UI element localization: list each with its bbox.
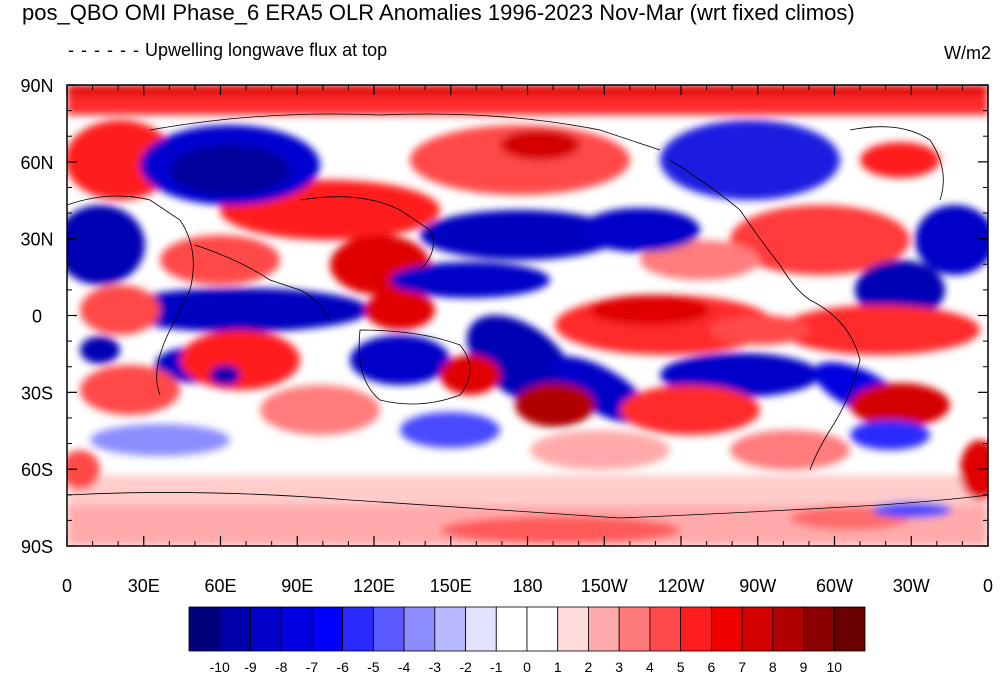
anomaly-field: [67, 85, 988, 546]
dashed-line-icon: - - - - - -: [68, 40, 140, 60]
coastlines: [67, 113, 988, 519]
y-tick-label: 90N: [20, 76, 53, 96]
x-tick-label: 30E: [128, 576, 160, 596]
colorbar-label: -3: [429, 659, 442, 675]
y-tick-label: 90S: [21, 537, 53, 557]
x-tick-label: 90E: [281, 576, 313, 596]
x-tick-label: 150W: [581, 576, 628, 596]
colorbar-swatch: [588, 606, 620, 652]
x-tick-label: 60E: [204, 576, 236, 596]
colorbar-swatch: [526, 606, 559, 652]
x-tick-label: 90W: [739, 576, 776, 596]
colorbar-swatch: [710, 606, 743, 652]
colorbar-label: -7: [306, 659, 319, 675]
x-tick-label: 0: [62, 576, 72, 596]
colorbar-label: 10: [826, 659, 842, 675]
colorbar-label: 1: [554, 659, 562, 675]
colorbar-label: 7: [738, 659, 746, 675]
x-tick-label: 30W: [893, 576, 930, 596]
colorbar-swatch: [403, 606, 436, 652]
colorbar-label: -6: [336, 659, 349, 675]
y-tick-label: 30N: [20, 230, 53, 250]
x-axis: 0 30E 60E 90E 120E 150E 180 150W 120W 90W 60W 30W 0: [62, 85, 993, 596]
colorbar-label: -8: [275, 659, 288, 675]
x-tick-label: 120E: [353, 576, 395, 596]
colorbar-label: 3: [615, 659, 623, 675]
colorbar-label: 2: [585, 659, 593, 675]
colorbar-label: 8: [769, 659, 777, 675]
colorbar-label: -10: [210, 659, 230, 675]
y-tick-label: 60S: [21, 460, 53, 480]
colorbar-label: -5: [367, 659, 380, 675]
colorbar-label: 4: [646, 659, 654, 675]
colorbar: -10 -9 -8 -7 -6 -5 -4 -3 -2 -1 0 1 2 3 4 5 6 7 8 9 10: [188, 606, 866, 675]
x-tick-label: 150E: [430, 576, 472, 596]
colorbar-swatch: [372, 606, 405, 652]
colorbar-label: -9: [244, 659, 257, 675]
x-tick-label: 60W: [816, 576, 853, 596]
colorbar-label: -2: [459, 659, 472, 675]
colorbar-label: 6: [707, 659, 715, 675]
colorbar-swatch: [618, 606, 651, 652]
colorbar-swatch: [803, 606, 835, 652]
colorbar-swatch: [250, 606, 282, 652]
colorbar-label: -4: [398, 659, 411, 675]
x-tick-label: 180: [512, 576, 542, 596]
colorbar-swatch: [495, 606, 528, 652]
colorbar-swatch: [434, 606, 466, 652]
y-tick-label: 30S: [21, 383, 53, 403]
y-tick-label: 0: [32, 307, 42, 327]
units-label: W/m2: [944, 43, 991, 63]
colorbar-swatch: [311, 606, 344, 652]
x-tick-label: 0: [983, 576, 993, 596]
chart-title: pos_QBO OMI Phase_6 ERA5 OLR Anomalies 1…: [22, 0, 855, 25]
colorbar-label: 0: [523, 659, 531, 675]
colorbar-swatch: [219, 606, 251, 652]
colorbar-swatch: [465, 606, 497, 652]
colorbar-swatch: [741, 606, 774, 652]
colorbar-label: -1: [490, 659, 503, 675]
chart-subtitle: - - - - - - Upwelling longwave flux at t…: [68, 40, 387, 61]
colorbar-label: 5: [677, 659, 685, 675]
colorbar-swatch: [680, 606, 712, 652]
colorbar-swatch: [342, 606, 374, 652]
colorbar-swatch: [557, 606, 589, 652]
x-tick-label: 120W: [657, 576, 704, 596]
colorbar-swatch: [649, 606, 682, 652]
subtitle-text: Upwelling longwave flux at top: [145, 40, 388, 60]
colorbar-swatch: [188, 606, 221, 652]
colorbar-swatch: [772, 606, 804, 652]
y-tick-label: 60N: [20, 153, 53, 173]
colorbar-label: 9: [800, 659, 808, 675]
colorbar-swatch: [833, 606, 866, 652]
colorbar-swatch: [280, 606, 313, 652]
y-axis: 90N 60N 30N 0 30S 60S 90S: [20, 76, 988, 557]
